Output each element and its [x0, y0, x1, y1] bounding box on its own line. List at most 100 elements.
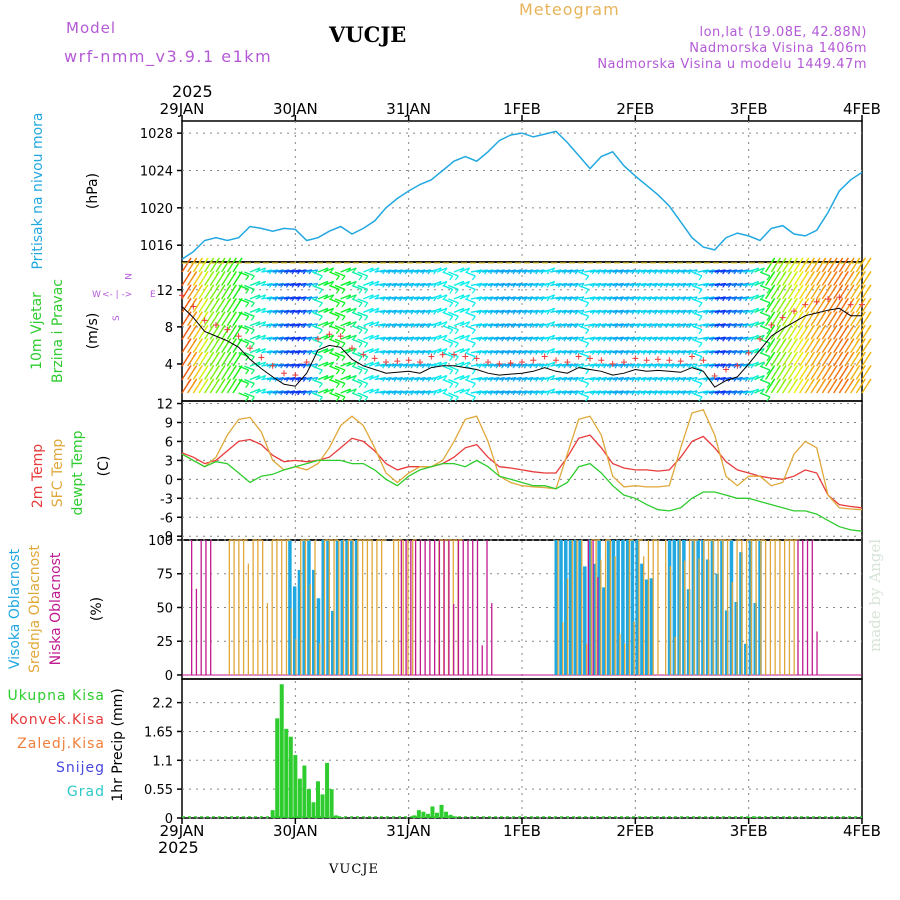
wind-barb-flag [793, 297, 798, 303]
wind-barb [272, 376, 284, 381]
wind-barb [249, 321, 261, 327]
wind-barb-flag [805, 297, 810, 303]
wind-barb [504, 269, 517, 273]
wind-barb [470, 269, 483, 273]
precip-bar [275, 718, 280, 818]
wind-barb [306, 282, 318, 287]
wind-barb-flag [227, 351, 232, 357]
wind-barb [419, 269, 432, 273]
wind-barb-flag [827, 284, 832, 290]
precip-bar [425, 813, 430, 818]
wind-barb-flag [861, 338, 866, 344]
wind-barb [295, 309, 307, 314]
wind-barb [652, 323, 664, 327]
wind-barb [385, 336, 398, 340]
cloud-high-bar [316, 598, 321, 675]
wind-barb [380, 336, 392, 340]
wind-barb [561, 296, 573, 300]
wind-barb [737, 282, 749, 287]
wind-tick-label: 12 [156, 284, 173, 299]
wind-barb-flag [250, 342, 255, 348]
wind-barb [419, 309, 432, 314]
wind-barb [714, 363, 726, 367]
wind-barb [470, 282, 483, 287]
wind-barb [487, 309, 500, 314]
wind-barb-flag [198, 378, 203, 384]
wind-barb [640, 296, 653, 300]
wind-barb [499, 390, 511, 394]
wind-barb [640, 269, 653, 273]
temp-tick-label: -6 [160, 511, 173, 526]
wind-barb-flag [466, 267, 471, 273]
wind-barb [334, 392, 346, 398]
pressure-unit: (hPa) [85, 173, 101, 209]
year-bottom: 2025 [158, 838, 199, 857]
wind-barb [567, 363, 579, 367]
wind-barb [261, 282, 273, 287]
wind-barb [555, 296, 568, 300]
wind-barb [261, 323, 273, 327]
wind-barb-flag [850, 297, 855, 303]
wind-barb [680, 363, 692, 367]
wind-barb-flag [805, 351, 810, 357]
wind-barb [289, 376, 301, 381]
wind-barb [555, 363, 568, 367]
wind-barb [759, 365, 771, 371]
wind-barb-flag [698, 356, 703, 362]
wind-barb [686, 282, 698, 287]
wind-barb-flag [822, 365, 827, 370]
wind-barb [255, 321, 266, 327]
wind-barb [272, 336, 284, 340]
wind-barb-flag [187, 284, 192, 290]
wind-barb [635, 376, 647, 381]
wind-barb-flag [585, 289, 590, 294]
wind-barb-flag [358, 302, 363, 308]
wind-barb-flag [839, 284, 844, 290]
wind-barb [550, 363, 562, 367]
cloud-high-bar [340, 540, 345, 675]
wind-barb [731, 376, 743, 381]
wind-barb [572, 376, 585, 381]
cloud-tick-label: 0 [165, 669, 173, 684]
wind-barb [346, 348, 357, 354]
wind-barb [561, 336, 573, 340]
wind-barb [737, 336, 749, 340]
meteogram-label: Meteogram [519, 0, 620, 19]
wind-barb [561, 269, 573, 273]
wind-barb-flag [760, 388, 765, 394]
compass-w: W [92, 290, 101, 300]
wind-barb [589, 363, 602, 367]
wind-barb [312, 284, 323, 291]
wind-barb [249, 294, 261, 300]
wind-barb [283, 336, 296, 340]
wind-barb [521, 349, 534, 354]
wind-barb [550, 296, 562, 300]
wind-barb-flag [827, 365, 832, 370]
wind-barb-flag [782, 351, 787, 357]
wind-barb [448, 392, 459, 398]
wind-barb [499, 336, 511, 340]
wind-barb [261, 309, 273, 314]
wind-barb [759, 271, 771, 277]
wind-barb-flag [204, 257, 209, 263]
wind-barb [737, 296, 749, 300]
wind-barb-flag [816, 365, 821, 370]
wind-barb-flag [805, 271, 810, 276]
wind-barb [317, 321, 329, 327]
wind-barb-flag [698, 302, 703, 308]
compass-e: E [150, 290, 156, 300]
wind-barb-flag [776, 378, 781, 384]
wind-barb-flag [766, 356, 771, 362]
wind-barb [686, 336, 698, 340]
wind-barb-flag [330, 334, 335, 340]
wind-barb [334, 378, 346, 385]
wind-barb [493, 282, 505, 287]
wind-barb-flag [198, 365, 203, 370]
wind-barb [470, 296, 483, 300]
wind-barb-flag [204, 338, 209, 344]
wind-barb-flag [250, 369, 255, 375]
wind-barb-flag [454, 356, 459, 362]
wind-barb-flag [810, 378, 815, 384]
sfc-temp-line [181, 409, 863, 511]
wind-barb [357, 365, 368, 371]
